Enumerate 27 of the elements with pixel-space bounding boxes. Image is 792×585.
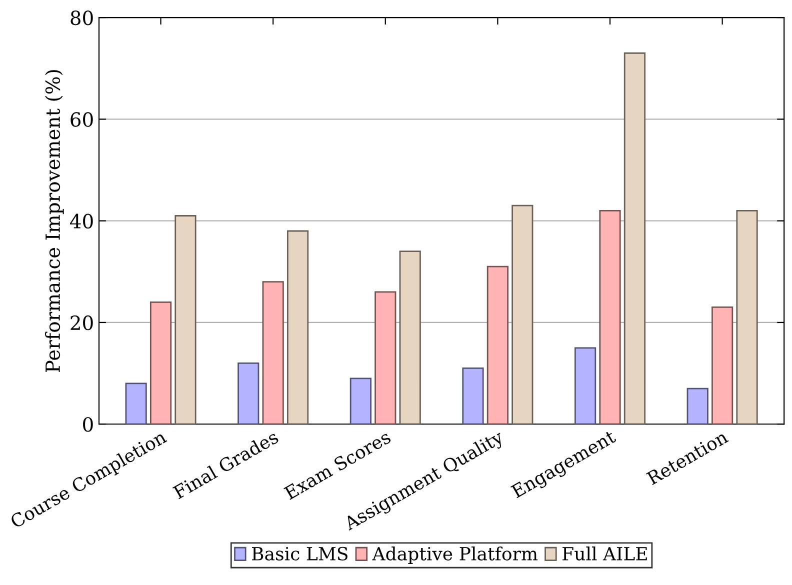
bar [174, 215, 196, 424]
y-tick-label: 0 [83, 417, 93, 432]
bar [286, 230, 309, 424]
bar [462, 368, 484, 424]
bar [712, 306, 734, 424]
bar [350, 378, 372, 424]
bar [486, 266, 508, 424]
bar [574, 347, 596, 424]
legend-label: Full AILE [562, 546, 647, 561]
bar [624, 52, 646, 424]
y-tick-label: 80 [70, 10, 93, 26]
y-tick-label: 20 [70, 315, 93, 330]
legend-label: Basic LMS [252, 546, 348, 561]
bar [374, 291, 396, 424]
bar [238, 362, 260, 424]
bar [736, 210, 758, 424]
bar [399, 250, 421, 424]
bar [512, 204, 534, 424]
bar [125, 382, 147, 424]
bar [686, 388, 708, 424]
y-tick-label: 40 [70, 214, 93, 228]
bar [150, 301, 172, 424]
bar [599, 210, 621, 424]
bar [262, 281, 284, 424]
y-tick-label: 60 [70, 112, 93, 127]
legend-label: Adaptive Platform [372, 546, 538, 564]
y-axis-title: Performance Improvement (%) [45, 70, 64, 372]
